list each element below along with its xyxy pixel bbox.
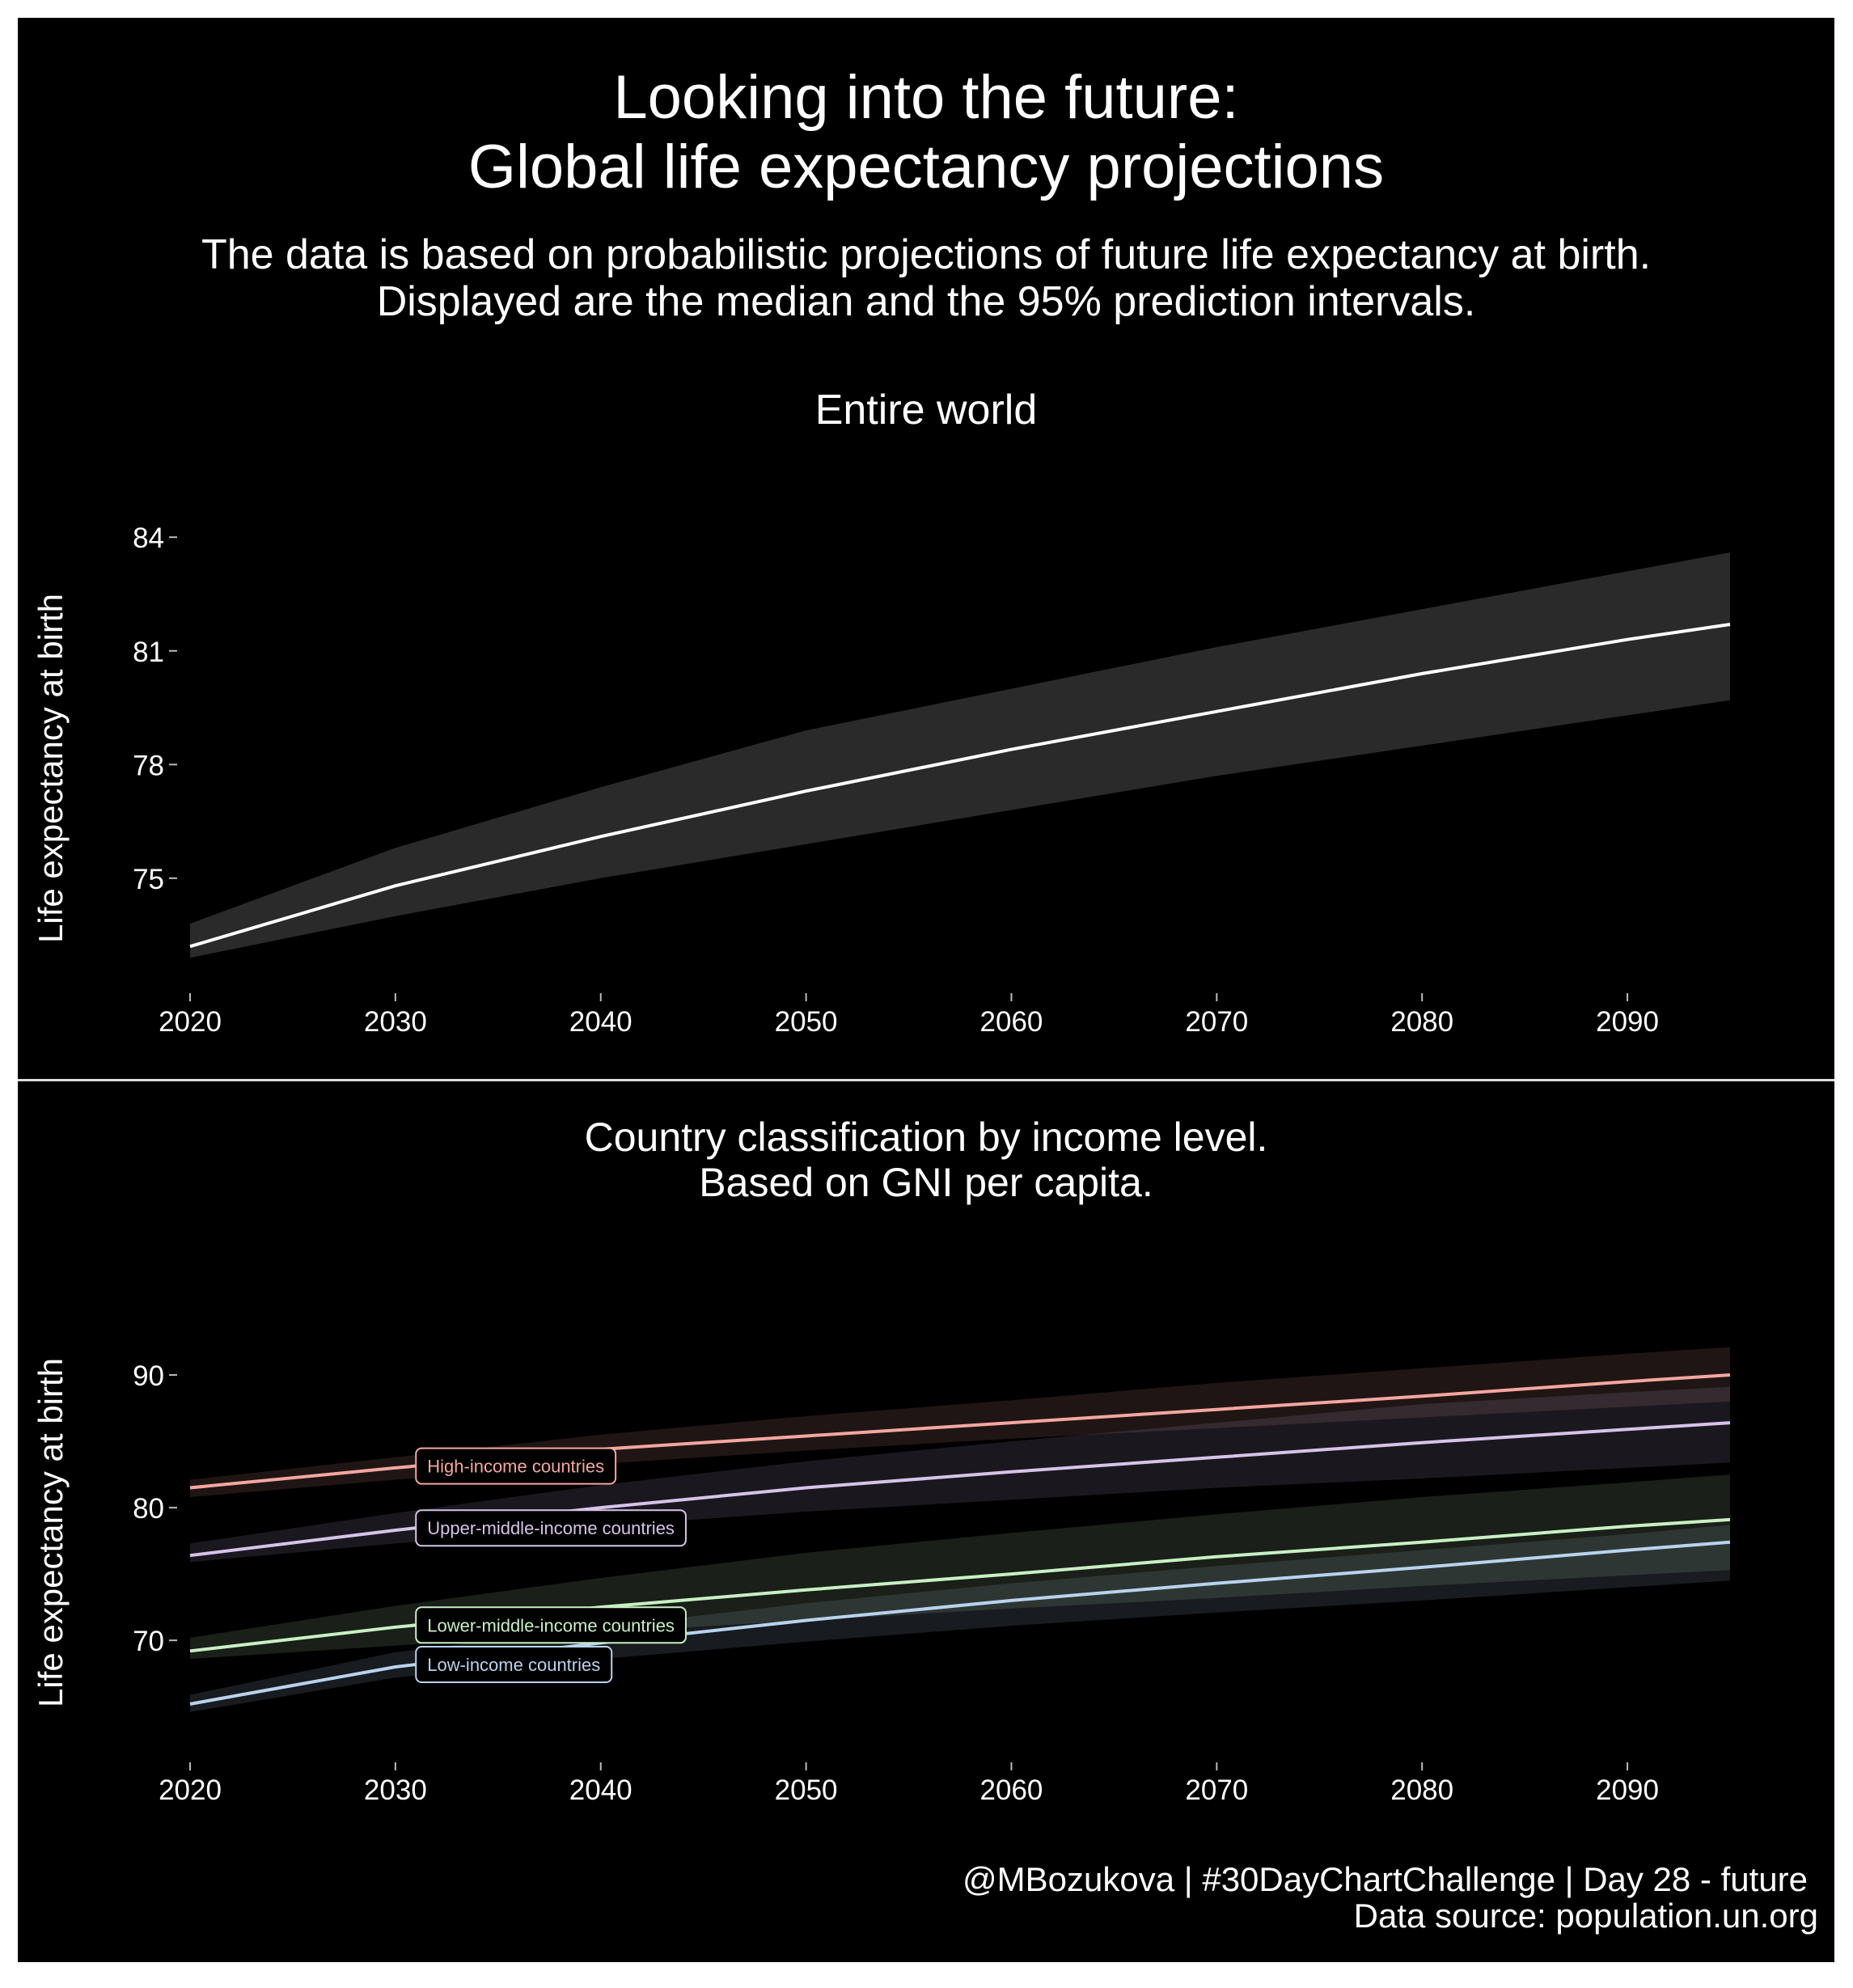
x-tick-label: 2080 [1390, 1774, 1453, 1806]
x-tick-label: 2050 [775, 1774, 838, 1806]
chart-subtitle-line2: Displayed are the median and the 95% pre… [376, 278, 1476, 325]
x-tick-label: 2050 [775, 1006, 838, 1038]
chart-title-line2: Global life expectancy projections [467, 133, 1385, 201]
prediction-interval-band [190, 552, 1730, 958]
series-label-box [415, 1646, 613, 1684]
series-label-box [415, 1447, 617, 1485]
chart-title-line1: Looking into the future: [613, 63, 1239, 132]
series-label: Low-income countries [415, 1646, 613, 1684]
series-label-text: Low-income countries [427, 1655, 600, 1675]
y-axis-label: Life expectancy at birth [32, 594, 70, 943]
x-tick-label: 2060 [980, 1006, 1043, 1038]
series-label: Upper-middle-income countries [415, 1509, 687, 1547]
series-label-box [415, 1606, 687, 1644]
y-tick-label: 78 [133, 750, 164, 781]
x-tick-label: 2070 [1185, 1774, 1248, 1806]
chart-frame: Looking into the future: Global life exp… [18, 18, 1834, 1962]
series-label: High-income countries [415, 1447, 617, 1485]
world-plot: Entire world Life expectancy at birth 75 78… [32, 387, 1731, 1038]
x-tick-label: 2090 [1596, 1006, 1659, 1038]
x-tick-label: 2020 [159, 1774, 222, 1806]
x-tick-label: 2040 [569, 1774, 632, 1806]
x-tick-label: 2070 [1185, 1006, 1248, 1038]
panel-title: Country classification by income level. [585, 1115, 1268, 1160]
y-axis-label: Life expectancy at birth [32, 1358, 70, 1707]
x-tick-label: 2040 [569, 1006, 632, 1038]
x-tick-label: 2030 [364, 1774, 427, 1806]
x-tick-label: 2080 [1390, 1006, 1453, 1038]
panel-divider [18, 1079, 1834, 1081]
series-label-text: High-income countries [427, 1457, 604, 1477]
income-plot: Country classification by income level.B… [32, 1115, 1731, 1806]
y-tick-label: 70 [133, 1626, 164, 1657]
caption-source: Data source: population.un.org [1353, 1897, 1818, 1935]
y-tick-label: 80 [133, 1493, 164, 1525]
y-tick-label: 84 [133, 522, 164, 554]
chart-subtitle-line1: The data is based on probabilistic proje… [201, 231, 1652, 278]
panel-subtitle: Based on GNI per capita. [699, 1160, 1153, 1205]
x-tick-label: 2060 [980, 1774, 1043, 1806]
series-label-text: Lower-middle-income countries [427, 1615, 675, 1635]
series-label: Lower-middle-income countries [415, 1606, 687, 1644]
x-tick-label: 2020 [159, 1006, 222, 1038]
x-tick-label: 2090 [1596, 1774, 1659, 1806]
caption-credit: @MBozukova | #30DayChartChallenge | Day … [962, 1860, 1808, 1898]
y-tick-label: 75 [133, 864, 164, 895]
x-tick-label: 2030 [364, 1006, 427, 1038]
panel-title: Entire world [815, 387, 1038, 434]
y-tick-label: 81 [133, 637, 164, 668]
series-label-text: Upper-middle-income countries [427, 1518, 675, 1538]
y-tick-label: 90 [133, 1360, 164, 1392]
prediction-interval-band [190, 1525, 1730, 1712]
series-label-box [415, 1509, 687, 1547]
median-line [189, 623, 1731, 949]
